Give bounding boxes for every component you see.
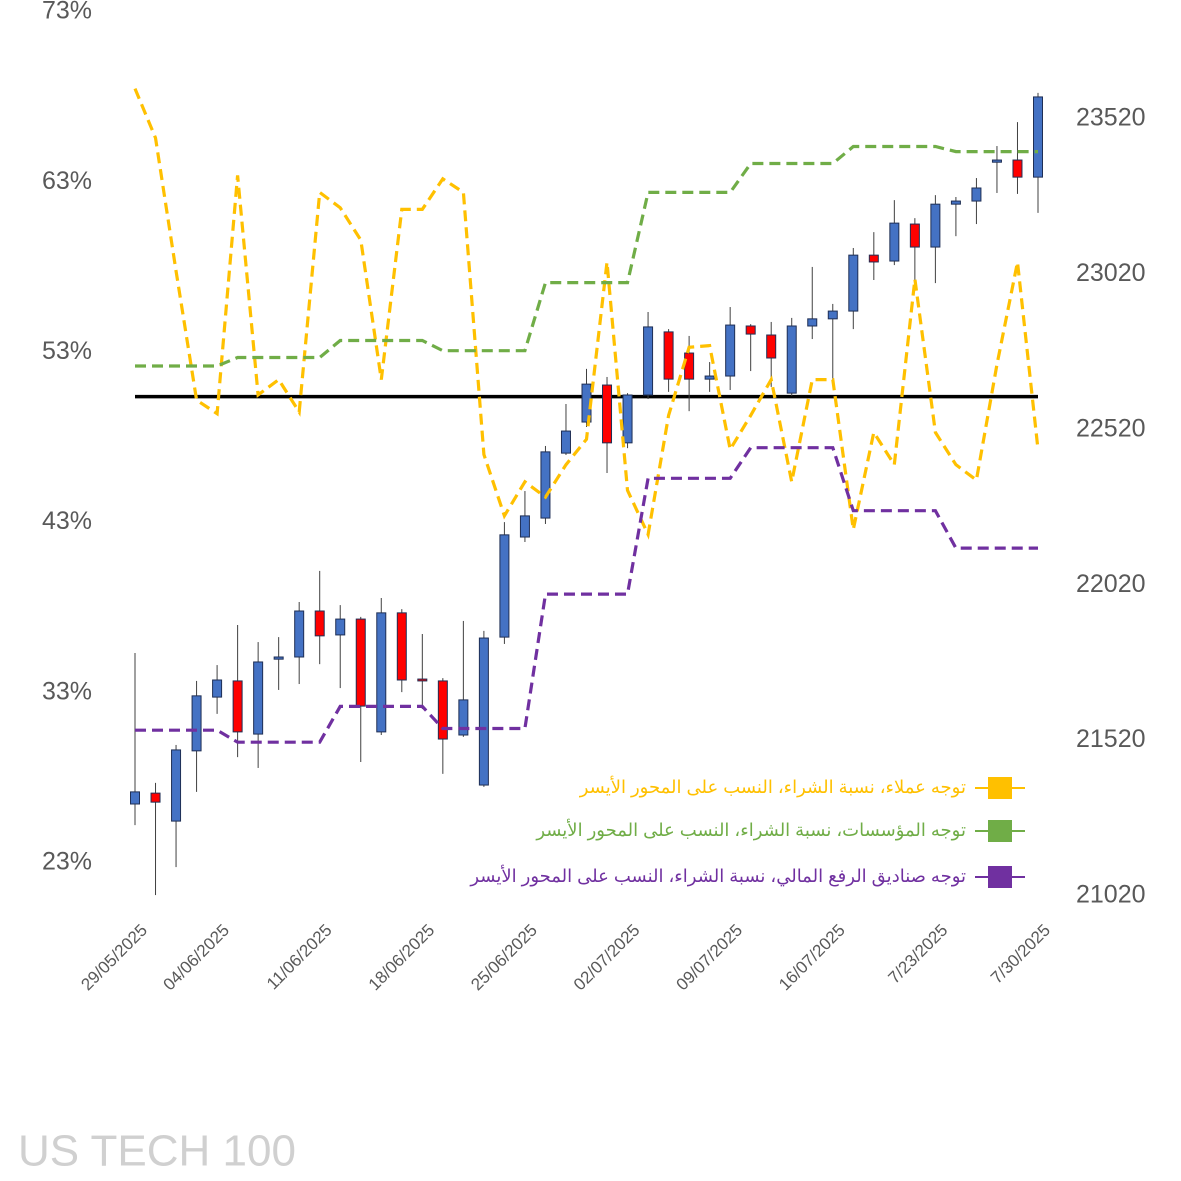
candle-body <box>417 678 428 682</box>
candle-body <box>848 254 859 312</box>
candle-body <box>971 187 982 202</box>
candle-body <box>253 661 264 735</box>
x-tick-label: 18/06/2025 <box>365 921 439 995</box>
x-tick-label: 04/06/2025 <box>159 921 233 995</box>
candle-body <box>786 325 797 394</box>
candle-body <box>1012 159 1023 178</box>
y-tick-label: 43% <box>42 507 92 535</box>
candle-body <box>519 515 530 538</box>
candle-body <box>499 534 510 638</box>
y-tick-label: 63% <box>42 167 92 195</box>
x-tick-label: 25/06/2025 <box>467 921 541 995</box>
candle-body <box>478 637 489 786</box>
x-tick-label: 16/07/2025 <box>775 921 849 995</box>
legend-swatch <box>988 777 1012 799</box>
candle-body <box>827 310 838 320</box>
y2-tick-label: 22020 <box>1076 570 1146 598</box>
candle-body <box>130 791 140 805</box>
candle-body <box>602 384 613 444</box>
series-line <box>135 144 1038 368</box>
x-tick-label: 11/06/2025 <box>263 921 336 994</box>
candle-body <box>909 223 920 248</box>
x-tick-label: 7/30/2025 <box>987 921 1054 988</box>
y2-tick-label: 23020 <box>1076 259 1146 287</box>
x-tick-label: 02/07/2025 <box>570 921 644 995</box>
x-tick-label: 09/07/2025 <box>673 921 747 995</box>
candle-body <box>868 254 879 263</box>
candle-body <box>950 200 961 205</box>
x-tick-label: 7/23/2025 <box>884 921 951 988</box>
candle-body <box>745 325 756 335</box>
candle-body <box>725 324 736 377</box>
candle-body <box>889 222 900 262</box>
candle-body <box>212 679 223 698</box>
x-tick-label: 29/05/2025 <box>77 921 151 995</box>
candle-body <box>314 610 325 637</box>
candle-body <box>622 394 633 444</box>
candle-body <box>807 318 818 327</box>
candle-body <box>232 680 243 733</box>
legend-label: توجه صناديق الرفع المالي، نسبة الشراء، ا… <box>469 865 966 887</box>
candle-body <box>294 610 305 658</box>
candle-body <box>540 451 551 519</box>
candle-body <box>396 612 407 681</box>
candle-body <box>171 749 182 822</box>
legend-swatch <box>988 820 1012 842</box>
legend-swatch <box>988 866 1012 888</box>
candle-body <box>930 203 941 248</box>
series-line <box>135 446 1038 744</box>
candle-body <box>150 792 161 803</box>
candle-body <box>1033 96 1043 178</box>
candle-body <box>643 326 654 396</box>
y2-tick-label: 21020 <box>1076 881 1146 909</box>
candle-body <box>335 618 346 636</box>
candle-body <box>704 375 715 380</box>
candle-body <box>684 352 695 380</box>
candle-body <box>560 430 571 454</box>
y-tick-label: 73% <box>42 0 92 25</box>
y2-tick-label: 22520 <box>1076 414 1146 442</box>
y-tick-label: 53% <box>42 337 92 365</box>
y-tick-label: 33% <box>42 677 92 705</box>
candle-body <box>766 334 777 359</box>
candle-body <box>991 159 1002 163</box>
series-line <box>133 87 1040 540</box>
watermark: US TECH 100 <box>18 1127 296 1176</box>
candle-body <box>355 618 366 707</box>
candle-body <box>191 695 202 752</box>
y-tick-label: 23% <box>42 848 92 876</box>
legend-label: توجه عملاء، نسبة الشراء، النسب على المحو… <box>579 776 966 798</box>
candle-body <box>458 699 469 736</box>
candle-body <box>663 331 674 380</box>
y2-tick-label: 23520 <box>1076 104 1146 132</box>
candle-body <box>273 656 284 660</box>
y2-tick-label: 21520 <box>1076 725 1146 753</box>
candle-body <box>376 612 387 733</box>
candle-body <box>437 680 448 740</box>
legend-label: توجه المؤسسات، نسبة الشراء، النسب على ال… <box>535 819 966 841</box>
